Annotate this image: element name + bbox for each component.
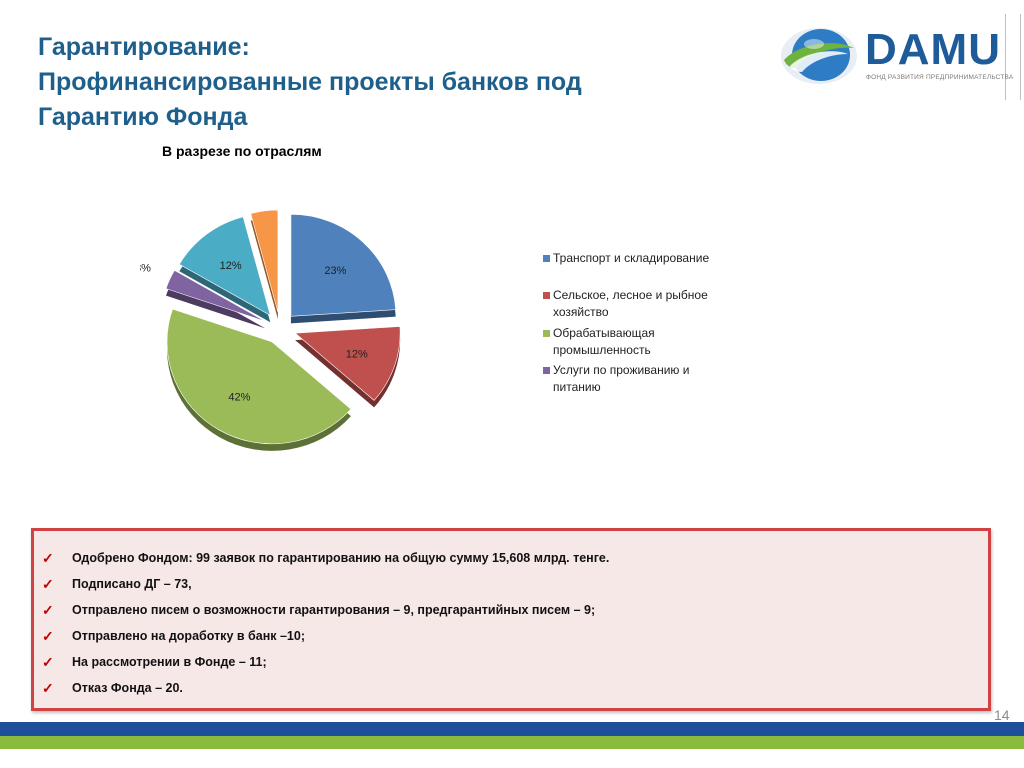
pie-data-label: 3% [140, 263, 151, 275]
logo-subtitle: ФОНД РАЗВИТИЯ ПРЕДПРИНИМАТЕЛЬСТВА [866, 74, 1014, 81]
list-item-text: На рассмотрении в Фонде – 11; [72, 655, 267, 669]
slide-title: Гарантирование: Профинансированные проек… [38, 30, 738, 135]
pie-data-label: 42% [228, 392, 250, 404]
legend-swatch [543, 367, 550, 374]
pie-slice-teal [178, 216, 271, 316]
legend-swatch [543, 255, 550, 262]
pie-slice-agriculture [294, 326, 401, 401]
damu-logo-icon [781, 28, 857, 84]
checkmark-icon: ✓ [42, 602, 54, 618]
legend-label: Транспорт и складирование [553, 251, 710, 265]
pie-data-label: 12% [346, 348, 368, 360]
footer-band-blue [0, 722, 1024, 736]
slide-title-line-1: Гарантирование: [38, 33, 250, 61]
list-item-text: Отправлено на доработку в банк –10; [72, 629, 305, 643]
list-item-text: Одобрено Фондом: 99 заявок по гарантиров… [72, 551, 610, 565]
legend-swatch [543, 330, 550, 337]
legend-label: Услуги по проживанию и питанию [553, 363, 690, 394]
legend-item-manufacturing: Обрабатывающая промышленность [543, 325, 738, 359]
logo-divider-right [1020, 14, 1021, 100]
list-item: ✓ Отказ Фонда – 20. [42, 675, 609, 701]
checkmark-icon: ✓ [42, 654, 54, 670]
summary-list: ✓ Одобрено Фондом: 99 заявок по гарантиро… [42, 545, 609, 701]
legend-swatch [543, 292, 550, 299]
legend-item-transport: Транспорт и складирование [543, 250, 738, 267]
list-item-text: Отправлено писем о возможности гарантиро… [72, 603, 596, 617]
list-item: ✓ Подписано ДГ – 73, [42, 571, 609, 597]
page-number: 14 [994, 707, 1010, 723]
summary-box: ✓ Одобрено Фондом: 99 заявок по гарантиро… [31, 528, 991, 711]
pie-chart: 23%12%42%3%12%4% [140, 209, 401, 451]
pie-slice-hospitality [165, 269, 266, 322]
pie-slice-manufacturing [166, 308, 352, 445]
logo-divider [1005, 14, 1006, 100]
checkmark-icon: ✓ [42, 628, 54, 644]
list-item: ✓ Отправлено на доработку в банк –10; [42, 623, 609, 649]
list-item: ✓ Одобрено Фондом: 99 заявок по гарантиро… [42, 545, 609, 571]
pie-data-label: 23% [324, 265, 346, 277]
slide-title-line-3: Гарантию Фонда [38, 103, 248, 131]
pie-data-label: 12% [220, 260, 242, 272]
legend-item-hospitality: Услуги по проживанию и питанию [543, 362, 738, 396]
checkmark-icon: ✓ [42, 680, 54, 696]
checkmark-icon: ✓ [42, 550, 54, 566]
pie-slice-orange [250, 209, 279, 313]
checkmark-icon: ✓ [42, 576, 54, 592]
legend-label: Сельское, лесное и рыбное хозяйство [553, 288, 708, 319]
list-item: ✓ На рассмотрении в Фонде – 11; [42, 649, 609, 675]
list-item: ✓ Отправлено писем о возможности гарантир… [42, 597, 609, 623]
pie-slice-transport [290, 214, 397, 317]
list-item-text: Отказ Фонда – 20. [72, 681, 183, 695]
slide-title-line-2: Профинансированные проекты банков под [38, 68, 582, 96]
footer-band-green [0, 736, 1024, 749]
logo-wordmark: DAMU [865, 25, 1001, 74]
legend-item-agriculture: Сельское, лесное и рыбное хозяйство [543, 287, 738, 321]
list-item-text: Подписано ДГ – 73, [72, 577, 192, 591]
legend-label: Обрабатывающая промышленность [553, 326, 655, 357]
chart-title: В разрезе по отраслям [162, 143, 322, 159]
